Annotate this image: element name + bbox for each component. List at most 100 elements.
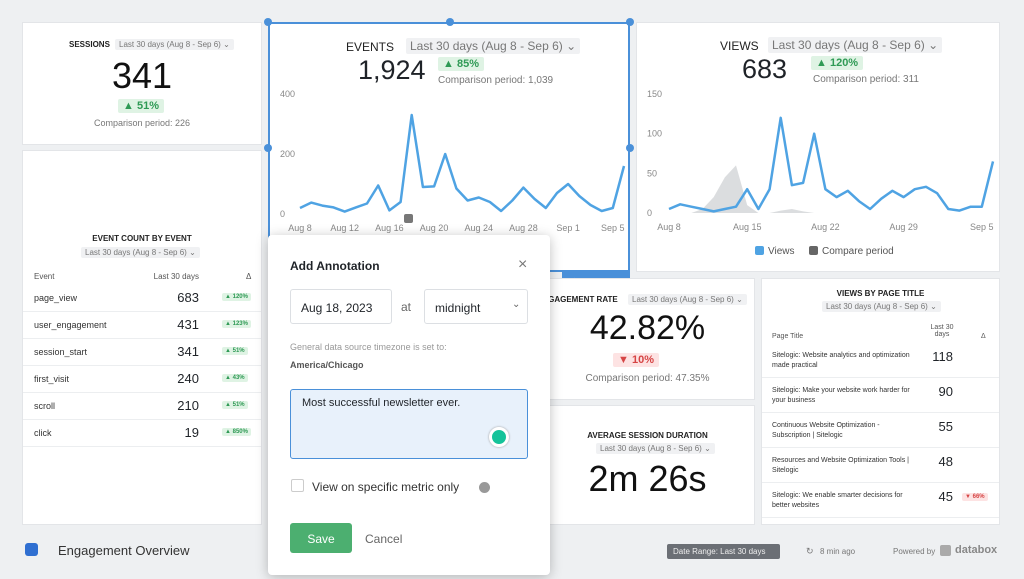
range-chip[interactable]: Last 30 days (Aug 8 - Sep 6) <box>628 294 747 305</box>
row-value: 210 <box>177 398 199 413</box>
row-label: Sitelogic: Make your website work harder… <box>772 387 910 404</box>
grammar-icon[interactable] <box>489 427 509 447</box>
page-views-panel: VIEWS BY PAGE TITLE Last 30 days (Aug 8 … <box>761 278 1000 525</box>
resize-handle[interactable] <box>626 144 634 152</box>
views-chart: 0 50 100 150 Aug 8 Aug 15 Aug 22 Aug 29 Sep 5 Vie… <box>647 89 995 257</box>
x-tick-label: Aug 12 <box>330 223 359 233</box>
change-badge: 85% <box>438 57 484 71</box>
views-panel: VIEWS Last 30 days (Aug 8 - Sep 6) 683 1… <box>636 22 1000 272</box>
change-badge: 10% <box>613 353 659 367</box>
range-chip[interactable]: Last 30 days (Aug 8 - Sep 6) <box>768 37 943 53</box>
panel-title: EVENTS <box>346 40 395 54</box>
legend-swatch <box>755 246 764 255</box>
resize-handle[interactable] <box>626 18 634 26</box>
row-label: session_start <box>34 347 88 357</box>
data-line <box>299 113 626 213</box>
row-label: Continuous Website Optimization - Subscr… <box>772 422 880 439</box>
table-row <box>23 285 261 312</box>
cancel-button[interactable]: Cancel <box>365 532 403 546</box>
resize-handle[interactable] <box>264 18 272 26</box>
events-chart: 0 200 400 Aug 8 Aug 12 Aug 16 Aug 20 Aug 24 Aug … <box>280 89 626 233</box>
column-header: Last 30 days <box>153 272 199 281</box>
row-change: 120% <box>222 293 251 301</box>
change-badge: 120% <box>811 56 864 70</box>
event-count-panel: EVENT COUNT BY EVENT Last 30 days (Aug 8… <box>22 150 262 525</box>
annotation-textarea[interactable]: Most successful newsletter ever. <box>290 389 528 459</box>
dashboard-title: Engagement Overview <box>58 543 190 558</box>
at-label: at <box>401 300 412 314</box>
y-tick-label: 400 <box>280 89 295 99</box>
save-button[interactable]: Save <box>290 523 352 553</box>
legend-label: Compare period <box>822 246 894 257</box>
comparison: Comparison period: 1,039 <box>438 75 554 86</box>
date-input[interactable]: Aug 18, 2023 <box>290 289 392 324</box>
row-value: 55 <box>938 419 953 434</box>
x-tick-label: Aug 24 <box>464 223 493 233</box>
comparison: Comparison period: 311 <box>813 74 919 85</box>
app-logo[interactable] <box>25 543 38 556</box>
table-row <box>762 343 999 378</box>
x-tick-label: Aug 22 <box>811 222 840 232</box>
timezone-note: General data source timezone is set to: <box>290 342 447 352</box>
row-change: 51% <box>222 347 248 355</box>
metric-value: 341 <box>111 55 173 96</box>
brand-name: databox <box>955 544 998 556</box>
dialog-title: Add Annotation <box>290 259 380 273</box>
x-tick-label: Aug 8 <box>657 222 681 232</box>
x-tick-label: Aug 28 <box>509 223 538 233</box>
range-chip[interactable]: Last 30 days (Aug 8 - Sep 6) <box>406 38 581 54</box>
row-label: page_view <box>34 293 78 303</box>
panel-title: AVERAGE SESSION DURATION <box>587 431 708 440</box>
range-chip[interactable]: Last 30 days (Aug 8 - Sep 6) <box>822 301 941 312</box>
annotation-marker[interactable] <box>404 214 413 223</box>
annotation-dialog: Add Annotation × Aug 18, 2023 at midnigh… <box>268 235 550 575</box>
timezone: America/Chicago <box>290 360 364 370</box>
range-chip[interactable]: Last 30 days (Aug 8 - Sep 6) <box>81 247 200 258</box>
resize-handle[interactable] <box>446 18 454 26</box>
row-label: scroll <box>34 401 56 411</box>
x-tick-label: Aug 15 <box>733 222 762 232</box>
table-row <box>762 413 999 448</box>
metric-value: 42.82% <box>589 309 706 347</box>
y-tick-label: 150 <box>647 89 662 99</box>
y-tick-label: 0 <box>647 208 652 218</box>
checkbox-label: View on specific metric only <box>312 480 460 494</box>
data-line <box>668 116 995 213</box>
row-label: Sitelogic: Website analytics and optimiz… <box>772 352 910 369</box>
range-chip[interactable]: Last 30 days (Aug 8 - Sep 6) <box>596 443 715 454</box>
time-select[interactable]: midnight <box>424 289 528 324</box>
legend-label: Views <box>768 246 795 257</box>
row-value: 683 <box>177 290 199 305</box>
x-tick-label: Sep 1 <box>556 223 580 233</box>
date-range-button[interactable]: Date Range: Last 30 days <box>667 544 780 559</box>
row-label: user_engagement <box>34 320 107 330</box>
row-change: 850% <box>222 428 251 436</box>
compare-area <box>669 165 993 213</box>
panel-title: VIEWS <box>720 39 759 53</box>
column-header: Δ <box>981 333 986 340</box>
table-row <box>762 448 999 483</box>
y-tick-label: 100 <box>647 129 662 139</box>
metric-value: 1,924 <box>358 55 426 85</box>
resize-handle[interactable] <box>264 144 272 152</box>
y-tick-label: 0 <box>280 209 285 219</box>
help-icon[interactable] <box>479 482 490 493</box>
panel-title: VIEWS BY PAGE TITLE <box>836 289 925 298</box>
row-change: 51% <box>222 401 248 409</box>
row-value: 240 <box>177 371 199 386</box>
y-tick-label: 50 <box>647 168 657 178</box>
close-button[interactable]: × <box>518 256 528 273</box>
row-label: click <box>34 428 52 438</box>
table-row <box>762 483 999 518</box>
metric-checkbox[interactable] <box>291 479 304 492</box>
select-arrow: ⌄ <box>512 299 521 310</box>
range-chip[interactable]: Last 30 days (Aug 8 - Sep 6) <box>115 39 234 50</box>
refresh-icon[interactable]: ↻ <box>806 546 814 556</box>
row-change: 43% <box>222 374 248 382</box>
table-row <box>23 312 261 339</box>
row-value: 19 <box>184 425 199 440</box>
column-header: Page Title <box>772 333 804 340</box>
row-label: Sitelogic: We enable smarter decisions f… <box>772 492 903 509</box>
row-change: 66% <box>962 493 988 501</box>
